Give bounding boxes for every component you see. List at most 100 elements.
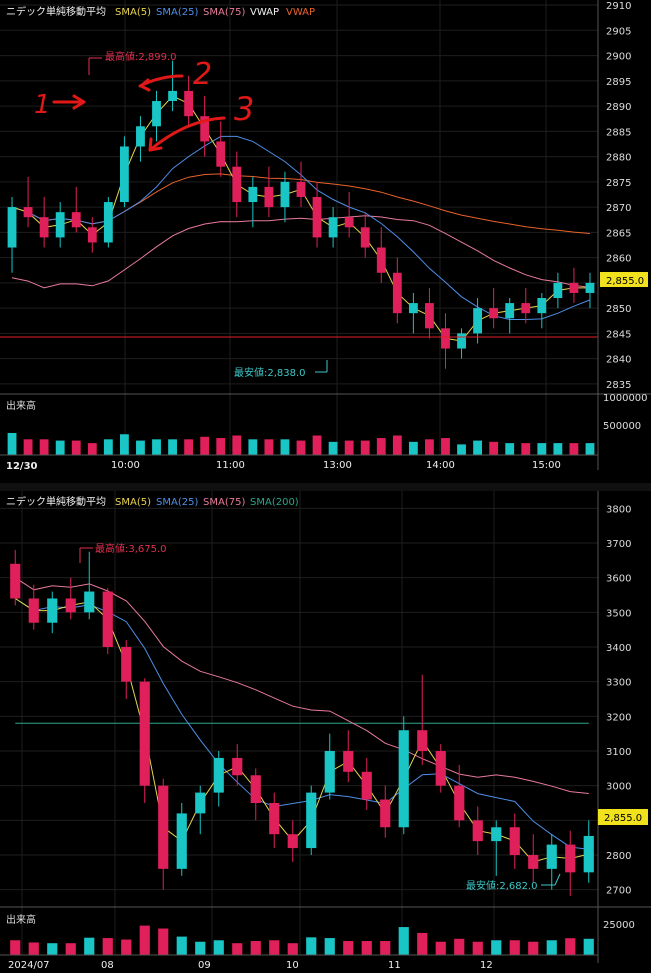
intraday-time-axis: 10:00 11:00 13:00 14:00 15:00 bbox=[111, 460, 561, 471]
volume-bar bbox=[454, 938, 465, 955]
price-tick-2800: 2800 bbox=[606, 851, 631, 862]
time-tick: 11:00 bbox=[216, 460, 245, 471]
candle-body bbox=[537, 298, 547, 314]
volume-bar bbox=[87, 443, 97, 455]
volume-bar bbox=[287, 943, 298, 955]
volume-bar bbox=[441, 438, 450, 455]
volume-bar bbox=[158, 928, 169, 955]
candle-body bbox=[472, 820, 483, 842]
candle-body bbox=[65, 598, 76, 613]
candle-body bbox=[232, 757, 243, 776]
volume-bar bbox=[491, 940, 502, 955]
candle-body bbox=[168, 90, 177, 102]
candle-body bbox=[158, 785, 169, 869]
volume-bar bbox=[306, 937, 317, 955]
price-tick-3000: 3000 bbox=[606, 782, 631, 793]
candle-body bbox=[23, 207, 33, 218]
candle-body bbox=[376, 247, 386, 273]
candle-body bbox=[408, 303, 418, 314]
legend-vwap: VWAP bbox=[250, 7, 279, 18]
volume-bar bbox=[184, 439, 194, 455]
time-tick: 2024/07 bbox=[8, 960, 50, 971]
volume-bar bbox=[408, 441, 418, 455]
volume-bar bbox=[360, 440, 370, 455]
candle-body bbox=[200, 116, 210, 142]
volume-bar bbox=[213, 940, 224, 955]
annotation-2: 2 bbox=[193, 57, 212, 92]
volume-bar bbox=[521, 443, 531, 455]
intraday-low-label: 最安値:2,838.0 bbox=[234, 366, 306, 379]
volume-bar bbox=[232, 943, 243, 955]
volume-bar bbox=[55, 440, 65, 455]
candle-body bbox=[10, 563, 21, 599]
volume-bar bbox=[457, 444, 466, 455]
candle-body bbox=[176, 813, 187, 869]
volume-bar bbox=[509, 940, 520, 955]
candle-body bbox=[287, 834, 298, 849]
time-tick: 10 bbox=[286, 960, 299, 971]
price-tick-2875: 2875 bbox=[606, 178, 631, 189]
intraday-date-label: 12/30 bbox=[6, 461, 38, 472]
volume-bar bbox=[71, 440, 81, 455]
volume-bar bbox=[585, 443, 595, 455]
annotation-1: 1 bbox=[34, 90, 51, 120]
candle-body bbox=[546, 844, 557, 869]
price-tick-2850: 2850 bbox=[606, 304, 631, 315]
candle-body bbox=[195, 792, 206, 814]
daily-legend-sma25: SMA(25) bbox=[156, 497, 198, 508]
candle-body bbox=[264, 186, 274, 208]
daily-volume-tick: 25000 bbox=[603, 920, 635, 931]
candle-body bbox=[71, 212, 81, 228]
candle-body bbox=[380, 799, 391, 828]
volume-bar bbox=[23, 439, 33, 455]
candle-body bbox=[324, 751, 335, 793]
price-tick-2895: 2895 bbox=[606, 77, 631, 88]
candle-body bbox=[398, 730, 409, 828]
volume-bar bbox=[7, 432, 17, 455]
candle-body bbox=[343, 751, 354, 772]
candle-body bbox=[344, 217, 354, 228]
volume-bar bbox=[417, 932, 428, 955]
intraday-chart[interactable]: 2910 2905 2900 2895 2890 2885 2880 2875 2870 2865… bbox=[0, 0, 651, 483]
volume-bar bbox=[248, 439, 258, 455]
candle-body bbox=[583, 835, 594, 873]
time-tick: 09 bbox=[198, 960, 211, 971]
intraday-volume bbox=[7, 432, 595, 455]
candle-body bbox=[103, 202, 113, 243]
intraday-volume-label: 出来高 bbox=[6, 399, 36, 412]
volume-bar bbox=[39, 439, 49, 455]
price-tick-3400: 3400 bbox=[606, 643, 631, 654]
price-tick-2905: 2905 bbox=[606, 26, 631, 37]
volume-bar bbox=[489, 441, 499, 455]
candle-body bbox=[489, 308, 499, 319]
candle-body bbox=[328, 217, 338, 238]
candle-body bbox=[306, 792, 317, 849]
annotation-3: 3 bbox=[234, 90, 254, 128]
volume-bar bbox=[47, 943, 58, 955]
candle-body bbox=[360, 227, 370, 248]
candle-body bbox=[505, 303, 515, 319]
price-tick-3800: 3800 bbox=[606, 504, 631, 515]
price-tick-3700: 3700 bbox=[606, 539, 631, 550]
volume-bar bbox=[232, 435, 242, 455]
volume-bar bbox=[328, 441, 338, 455]
candle-body bbox=[55, 212, 65, 238]
volume-bar bbox=[103, 439, 113, 455]
candle-body bbox=[47, 598, 58, 623]
candle-body bbox=[312, 197, 322, 238]
volume-bar bbox=[176, 936, 187, 955]
candle-body bbox=[216, 141, 226, 167]
intraday-candles bbox=[7, 60, 595, 369]
price-tick-2840: 2840 bbox=[606, 355, 631, 366]
volume-bar bbox=[152, 439, 161, 455]
price-tick-3600: 3600 bbox=[606, 574, 631, 585]
candle-body bbox=[296, 181, 306, 197]
volume-bar bbox=[269, 940, 280, 955]
intraday-grid bbox=[0, 0, 598, 455]
volume-bar bbox=[250, 941, 261, 955]
daily-chart[interactable]: 3800370036003500340033003200310030002900… bbox=[0, 491, 651, 973]
volume-bar bbox=[546, 940, 557, 955]
volume-bar bbox=[344, 440, 354, 455]
volume-bar bbox=[380, 941, 391, 955]
time-tick: 15:00 bbox=[532, 460, 561, 471]
